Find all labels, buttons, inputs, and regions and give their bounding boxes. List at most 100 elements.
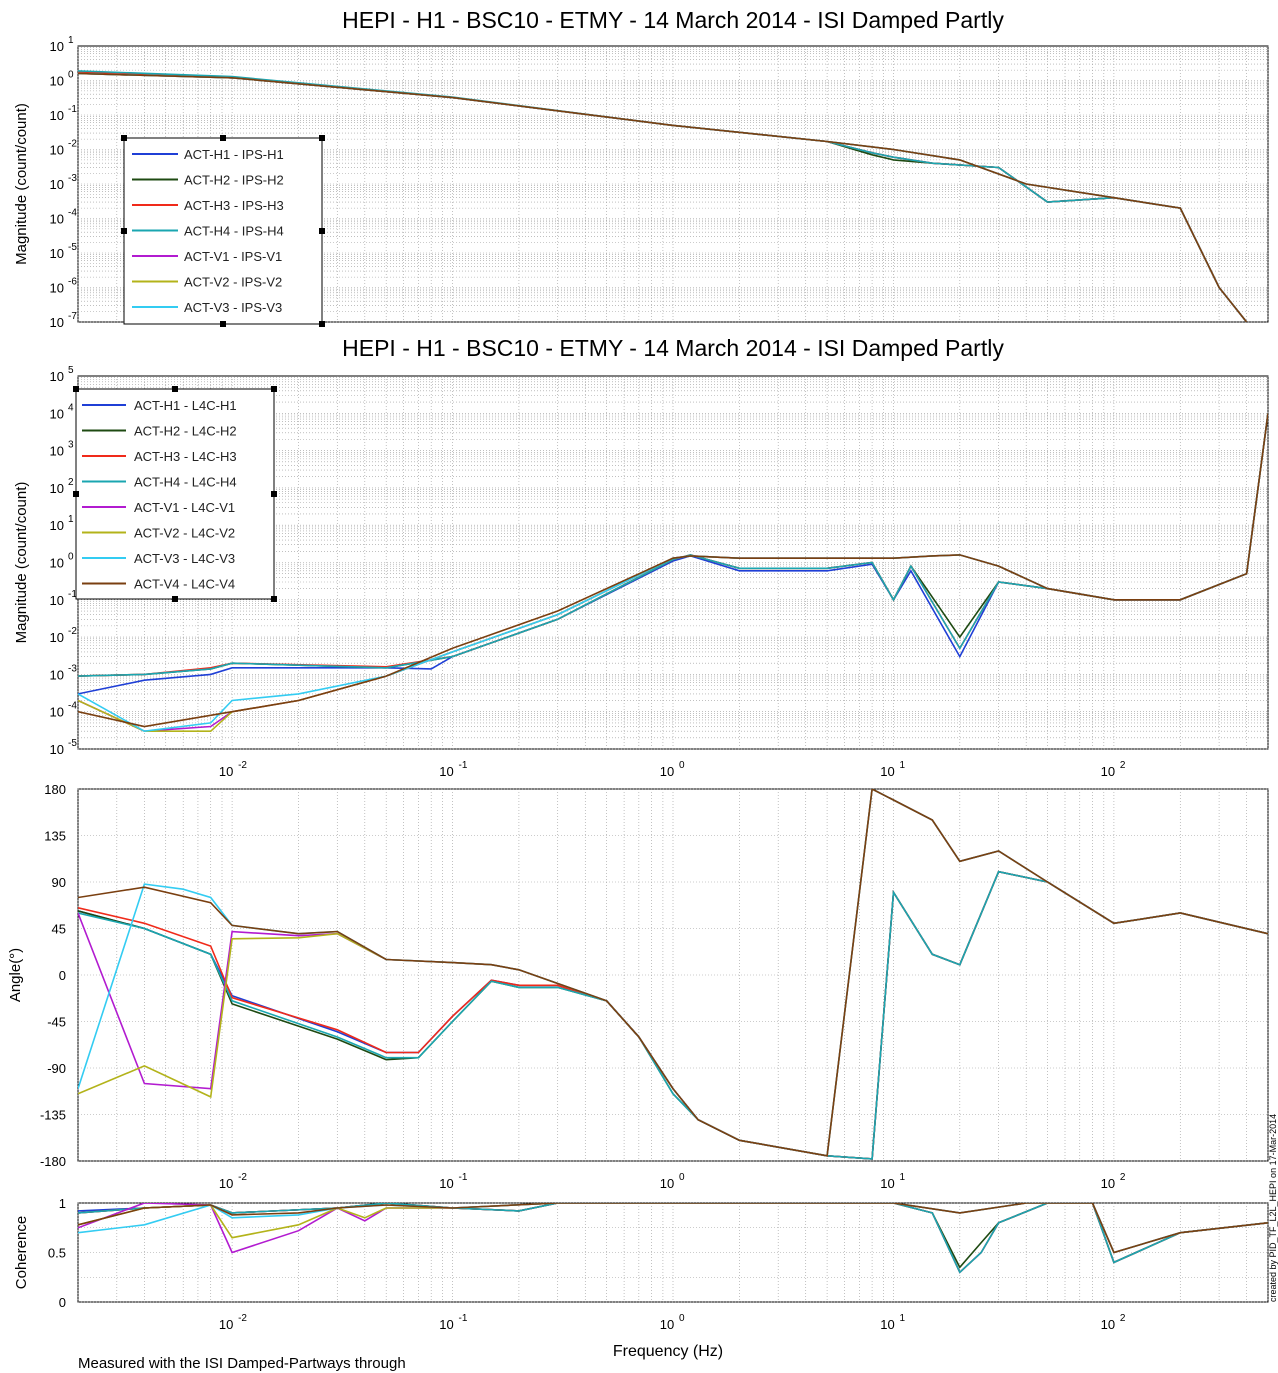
svg-text:10: 10 [50, 667, 64, 682]
legend-label: ACT-H1 - IPS-H1 [184, 147, 284, 162]
chart-title: HEPI - H1 - BSC10 - ETMY - 14 March 2014… [342, 335, 1004, 361]
legend-handle [73, 491, 79, 497]
legend-handle [172, 596, 178, 602]
y-tick-label: 10 -5 [50, 738, 78, 757]
svg-text:-6: -6 [68, 277, 77, 288]
svg-text:10: 10 [660, 764, 674, 779]
y-tick-label: 180 [44, 782, 66, 797]
svg-text:10: 10 [50, 518, 64, 533]
x-tick-label: 10 0 [660, 1172, 685, 1191]
legend-handle [121, 135, 127, 141]
legend-handle [271, 596, 277, 602]
legend-handle [121, 228, 127, 234]
series-group [78, 789, 1268, 1160]
legend-label: ACT-H4 - L4C-H4 [134, 475, 237, 490]
legend-label: ACT-H2 - IPS-H2 [184, 173, 284, 188]
svg-text:-2: -2 [238, 1313, 247, 1324]
series-line-v4 [78, 72, 1248, 322]
x-tick-label: 10 1 [880, 760, 905, 779]
svg-text:10: 10 [50, 593, 64, 608]
x-axis-label: Frequency (Hz) [613, 1343, 723, 1360]
legend-label: ACT-V2 - IPS-V2 [184, 275, 282, 290]
x-tick-label: 10 2 [1101, 1313, 1126, 1332]
svg-text:10: 10 [50, 406, 64, 421]
y-tick-label: -90 [47, 1061, 66, 1076]
y-tick-label: 10 -5 [50, 242, 78, 261]
x-tick-label: 10 -2 [219, 760, 248, 779]
y-tick-label: 10 0 [50, 552, 74, 571]
legend-handle [319, 228, 325, 234]
legend-label: ACT-H3 - IPS-H3 [184, 198, 284, 213]
svg-text:-7: -7 [68, 311, 77, 322]
series-line-v4 [78, 1203, 1268, 1254]
svg-text:3: 3 [68, 440, 74, 451]
svg-text:10: 10 [50, 108, 64, 123]
legend-label: ACT-H2 - L4C-H2 [134, 424, 237, 439]
y-tick-label: -180 [40, 1154, 66, 1169]
svg-text:10: 10 [880, 1176, 894, 1191]
y-axis-label: Angle(°) [7, 948, 24, 1002]
svg-text:-1: -1 [459, 1313, 468, 1324]
legend-handle [172, 386, 178, 392]
y-tick-label: 10 -2 [50, 626, 78, 645]
svg-text:4: 4 [68, 402, 74, 413]
svg-text:-4: -4 [68, 208, 77, 219]
x-tick-label: 10 0 [660, 1313, 685, 1332]
legend-handle [319, 135, 325, 141]
y-tick-label: 10 3 [50, 440, 74, 459]
footer-note: Measured with the ISI Damped-Partways th… [78, 1355, 406, 1372]
svg-text:10: 10 [1101, 764, 1115, 779]
y-tick-label: 10 -2 [50, 139, 78, 158]
series-line-v4 [78, 413, 1268, 728]
legend-handle [271, 386, 277, 392]
y-tick-label: 90 [52, 875, 66, 890]
legend-label: ACT-V4 - L4C-V4 [134, 577, 235, 592]
svg-text:-5: -5 [68, 242, 77, 253]
y-tick-label: 0.5 [48, 1246, 66, 1261]
svg-text:1: 1 [899, 1313, 905, 1324]
svg-text:10: 10 [50, 281, 64, 296]
y-tick-label: 10 -1 [50, 589, 78, 608]
svg-text:-1: -1 [68, 104, 77, 115]
legend-label: ACT-H3 - L4C-H3 [134, 449, 237, 464]
y-tick-label: 10 1 [50, 514, 74, 533]
svg-text:1: 1 [899, 1172, 905, 1183]
svg-text:-2: -2 [238, 1172, 247, 1183]
svg-text:-3: -3 [68, 173, 77, 184]
y-axis-label: Magnitude (count/count) [13, 103, 30, 265]
svg-text:10: 10 [660, 1176, 674, 1191]
legend-label: ACT-V1 - L4C-V1 [134, 500, 235, 515]
chart-title: HEPI - H1 - BSC10 - ETMY - 14 March 2014… [342, 7, 1004, 33]
svg-text:0: 0 [68, 70, 74, 81]
series-group [78, 70, 1248, 322]
y-tick-label: 10 -3 [50, 663, 78, 682]
svg-text:10: 10 [50, 556, 64, 571]
svg-text:2: 2 [68, 477, 74, 488]
y-tick-label: -45 [47, 1015, 66, 1030]
svg-text:1: 1 [68, 35, 74, 46]
svg-text:5: 5 [68, 365, 74, 376]
svg-text:10: 10 [880, 1317, 894, 1332]
series-group [78, 413, 1268, 733]
legend-box [75, 388, 275, 600]
svg-text:10: 10 [50, 742, 64, 757]
y-tick-label: 10 -7 [50, 311, 78, 330]
y-tick-label: 10 -4 [50, 208, 78, 227]
legend: ACT-H1 - L4C-H1 ACT-H2 - L4C-H2 ACT-H3 - L… [73, 386, 277, 602]
svg-text:10: 10 [50, 444, 64, 459]
svg-text:10: 10 [439, 764, 453, 779]
svg-text:2: 2 [1120, 1313, 1126, 1324]
svg-text:1: 1 [899, 760, 905, 771]
x-tick-label: 10 -1 [439, 1313, 468, 1332]
x-tick-label: 10 -1 [439, 760, 468, 779]
svg-text:1: 1 [68, 514, 74, 525]
legend-handle [319, 321, 325, 327]
svg-text:10: 10 [1101, 1176, 1115, 1191]
svg-text:10: 10 [660, 1317, 674, 1332]
legend: ACT-H1 - IPS-H1 ACT-H2 - IPS-H2 ACT-H3 - I… [121, 135, 325, 327]
x-tick-label: 10 2 [1101, 1172, 1126, 1191]
svg-text:10: 10 [50, 74, 64, 89]
svg-text:10: 10 [219, 1176, 233, 1191]
x-tick-label: 10 -2 [219, 1172, 248, 1191]
x-tick-label: 10 1 [880, 1313, 905, 1332]
